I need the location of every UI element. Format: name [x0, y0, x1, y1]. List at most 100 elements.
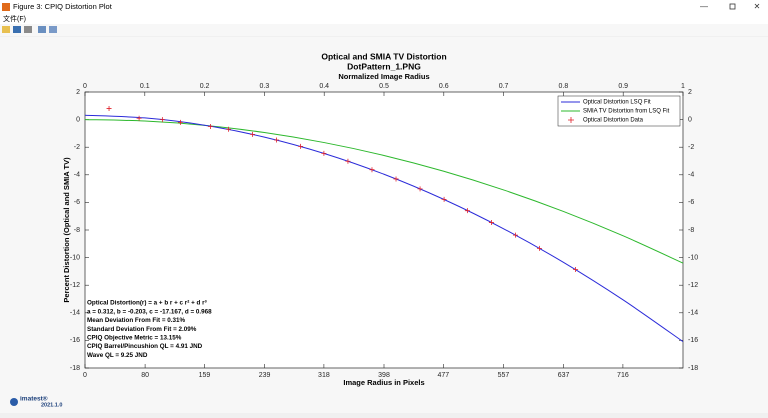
dock-icon[interactable]	[38, 26, 46, 33]
y2-tick-label: -18	[688, 365, 698, 372]
insert-icon[interactable]	[49, 26, 57, 33]
annotation: Standard Deviation From Fit = 2.09%	[87, 326, 197, 333]
data-point	[250, 131, 256, 137]
y2-tick-label: -16	[688, 337, 698, 344]
chart-subtitle: DotPattern_1.PNG	[347, 61, 421, 71]
legend-label: Optical Distortion Data	[583, 118, 644, 124]
data-point	[369, 167, 375, 173]
x-tick-label: 318	[318, 372, 330, 379]
x2-tick-label: 0.6	[439, 83, 449, 90]
plot-area	[84, 91, 684, 369]
y-axis-label: Percent Distortion (Optical and SMIA TV)	[62, 157, 71, 303]
save-icon[interactable]	[13, 26, 21, 33]
title-bar	[0, 0, 768, 14]
data-point	[537, 245, 543, 251]
data-point	[417, 186, 423, 192]
series-line	[84, 119, 684, 264]
y2-tick-label: -14	[688, 310, 698, 317]
x2-tick-label: 0.1	[140, 83, 150, 90]
x-tick-label: 398	[378, 372, 390, 379]
close-button[interactable]: ✕	[754, 2, 761, 11]
data-point	[464, 208, 470, 214]
y-tick-label: -6	[74, 199, 80, 206]
data-point	[321, 150, 327, 156]
y-tick-label: -4	[74, 172, 80, 179]
legend-marker	[568, 117, 574, 123]
logo-text: imatest®	[20, 395, 48, 403]
toolbar	[0, 24, 768, 36]
x2-tick-label: 0.9	[618, 83, 628, 90]
y-tick-label: -18	[70, 365, 80, 372]
data-point	[177, 119, 183, 125]
y2-tick-label: -8	[688, 227, 694, 234]
menu-bar	[0, 14, 768, 24]
x-tick-label: 637	[558, 372, 570, 379]
annotation: Wave QL = 9.25 JND	[87, 352, 148, 359]
annotation: CPIQ Objective Metric = 13.15%	[87, 334, 182, 341]
y2-tick-label: -6	[688, 199, 694, 206]
y2-tick-label: -2	[688, 144, 694, 151]
x2-tick-label: 0.3	[260, 83, 270, 90]
y2-tick-label: -10	[688, 254, 698, 261]
x-tick-label: 239	[259, 372, 271, 379]
data-point	[298, 143, 304, 149]
x-tick-label: 80	[141, 372, 149, 379]
x-tick-label: 0	[83, 372, 87, 379]
y2-tick-label: -4	[688, 172, 694, 179]
version: 2021.1.0	[41, 402, 62, 408]
y-tick-label: -16	[70, 337, 80, 344]
y2-tick-label: 0	[688, 116, 692, 123]
annotation: Mean Deviation From Fit = 0.31%	[87, 317, 186, 324]
series-line	[84, 114, 684, 343]
data-point	[274, 137, 280, 143]
y-tick-label: -12	[70, 282, 80, 289]
y-tick-label: -8	[74, 227, 80, 234]
data-point	[159, 117, 165, 123]
chart-title: Optical and SMIA TV Distortion	[321, 51, 446, 61]
data-point	[345, 158, 351, 164]
x-tick-label: 159	[199, 372, 211, 379]
legend-label: SMIA TV Distortion from LSQ Fit	[583, 109, 670, 115]
minimize-button[interactable]: —	[700, 2, 708, 11]
data-point	[393, 176, 399, 182]
x2-tick-label: 0.7	[499, 83, 509, 90]
x-tick-label: 716	[617, 372, 629, 379]
y-tick-label: 0	[76, 116, 80, 123]
x2-tick-label: 0.5	[379, 83, 389, 90]
data-point	[225, 126, 231, 132]
x-tick-label: 477	[438, 372, 450, 379]
y-tick-label: -14	[70, 310, 80, 317]
x2-tick-label: 0.2	[200, 83, 210, 90]
x-axis-label: Image Radius in Pixels	[343, 378, 424, 387]
data-point	[136, 115, 142, 121]
x2-tick-label: 0.8	[559, 83, 569, 90]
y2-tick-label: 2	[688, 89, 692, 96]
print-icon[interactable]	[24, 26, 32, 33]
x2-axis-label: Normalized Image Radius	[338, 72, 429, 81]
window-title: Figure 3: CPIQ Distortion Plot	[13, 2, 113, 11]
legend-label: Optical Distortion LSQ Fit	[583, 100, 651, 106]
y-tick-label: -2	[74, 144, 80, 151]
data-point	[512, 232, 518, 238]
data-point	[488, 220, 494, 226]
data-point	[573, 266, 579, 272]
x2-tick-label: 1	[681, 83, 685, 90]
x-tick-label: 557	[498, 372, 510, 379]
open-icon[interactable]	[2, 26, 10, 33]
y2-tick-label: -12	[688, 282, 698, 289]
y-tick-label: -10	[70, 254, 80, 261]
x2-tick-label: 0.4	[319, 83, 329, 90]
menu-file[interactable]: 文件(F)	[3, 14, 26, 23]
annotation: a = 0.312, b = -0.203, c = -17.167, d = …	[87, 308, 212, 315]
annotation: Optical Distortion(r) = a + b r + c r² +…	[87, 300, 207, 307]
data-point	[207, 124, 213, 129]
y-tick-label: 2	[76, 89, 80, 96]
data-point	[441, 196, 447, 202]
maximize-button[interactable]	[729, 3, 736, 10]
data-point	[106, 106, 112, 112]
logo-icon	[10, 398, 18, 406]
app-icon	[2, 3, 10, 11]
annotation: CPIQ Barrel/Pincushion QL = 4.91 JND	[87, 343, 203, 350]
